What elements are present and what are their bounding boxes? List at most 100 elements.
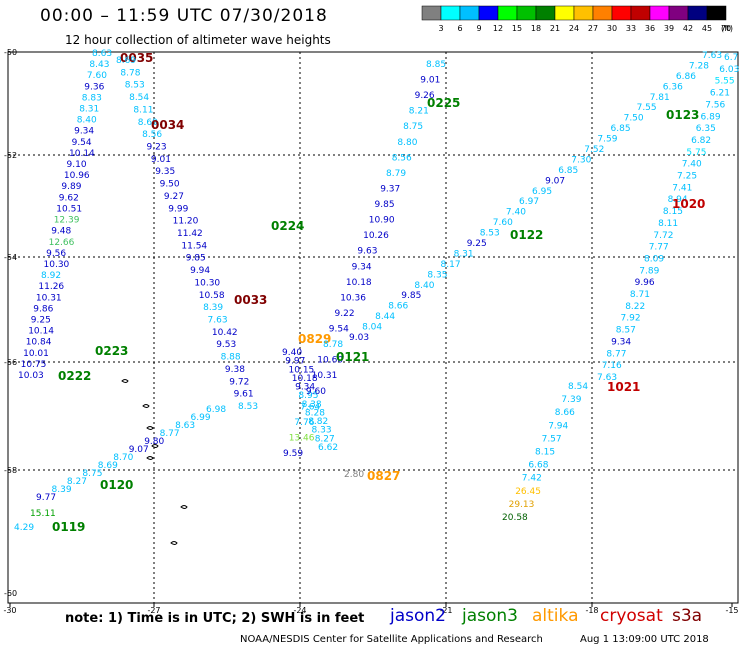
swh-value: 8.15 xyxy=(535,448,555,458)
swh-value: 8.40 xyxy=(77,116,97,126)
swh-value: 8.54 xyxy=(129,93,149,103)
swh-value: 8.78 xyxy=(323,340,343,350)
pass-time-label: 0829 xyxy=(298,332,331,346)
swh-value: 8.77 xyxy=(606,349,626,359)
swh-value: 8.75 xyxy=(403,122,423,132)
swh-value: 8.63 xyxy=(92,49,112,59)
swh-value: 10.58 xyxy=(199,291,225,301)
swh-value: 7.60 xyxy=(87,71,107,81)
swh-value: 15.11 xyxy=(30,509,56,519)
swh-value: 9.48 xyxy=(51,227,71,237)
colorbar-swatch xyxy=(649,5,670,21)
swh-value: 9.23 xyxy=(147,143,167,153)
swh-value: 8.31 xyxy=(454,249,474,259)
swh-value: 7.59 xyxy=(597,135,617,145)
swh-value: 9.35 xyxy=(155,167,175,177)
pass-time-label: 0033 xyxy=(234,293,267,307)
swh-value: 5.75 xyxy=(686,148,706,158)
graticule xyxy=(8,52,738,603)
swh-value: 7.55 xyxy=(637,103,657,113)
swh-value: 12.66 xyxy=(49,238,75,248)
colorbar-swatch xyxy=(706,5,727,21)
colorbar-label: 33 xyxy=(626,24,636,33)
swh-value: 9.50 xyxy=(160,180,180,190)
swh-value: 7.41 xyxy=(672,183,692,193)
swh-value: 6.62 xyxy=(318,443,338,453)
swh-value: 8.80 xyxy=(397,138,417,148)
swh-value: 6.85 xyxy=(558,166,578,176)
satellite-legend-item: jason2 xyxy=(390,606,446,626)
swh-value: 7.77 xyxy=(649,243,669,253)
swh-value: 8.56 xyxy=(142,130,162,140)
swh-value: 8.94 xyxy=(668,195,688,205)
swh-value: 8.88 xyxy=(221,353,241,363)
swh-value: 9.27 xyxy=(164,192,184,202)
swh-value: 5.55 xyxy=(715,77,735,87)
swh-value: 7.92 xyxy=(621,314,641,324)
swh-value: 9.97 xyxy=(285,357,305,367)
swh-value: 10.90 xyxy=(369,216,395,226)
lat-label: -52 xyxy=(4,151,17,160)
colorbar-swatch xyxy=(421,5,442,21)
swh-value: 6.68 xyxy=(528,461,548,471)
swh-value: 7.64 xyxy=(300,402,320,412)
swh-value: 9.40 xyxy=(282,348,302,358)
swh-value: 7.63 xyxy=(702,51,722,61)
swh-value: 7.76 xyxy=(294,418,314,428)
swh-value: 12.39 xyxy=(54,216,80,226)
swh-value: 6.98 xyxy=(206,405,226,415)
credit-line: NOAA/NESDIS Center for Satellite Applica… xyxy=(240,634,543,645)
swh-value: 8.70 xyxy=(113,453,133,463)
swh-value: 7.94 xyxy=(548,421,568,431)
lon-label: -24 xyxy=(293,606,306,615)
swh-value: 8.66 xyxy=(555,408,575,418)
swh-value: 9.03 xyxy=(349,333,369,343)
map-subtitle: 12 hour collection of altimeter wave hei… xyxy=(65,33,331,47)
generated-timestamp: Aug 1 13:09:00 UTC 2018 xyxy=(580,634,709,645)
swh-value: 8.11 xyxy=(658,219,678,229)
colorbar-swatch xyxy=(630,5,651,21)
islands xyxy=(121,379,188,545)
swh-value: 9.85 xyxy=(186,254,206,264)
lon-label: -21 xyxy=(439,606,452,615)
swh-value: 8.79 xyxy=(386,169,406,179)
pass-time-label: 0224 xyxy=(271,219,304,233)
swh-value: 7.56 xyxy=(705,100,725,110)
swh-value: 9.86 xyxy=(33,304,53,314)
colorbar-label: 45 xyxy=(702,24,712,33)
swh-value: 10.31 xyxy=(36,293,62,303)
pass-time-label: 0222 xyxy=(58,369,91,383)
swh-value: 7.16 xyxy=(602,361,622,371)
swh-value: 10.01 xyxy=(23,349,49,359)
swh-value: 8.77 xyxy=(160,429,180,439)
swh-value: 9.63 xyxy=(357,247,377,257)
swh-value: 8.11 xyxy=(133,105,153,115)
swh-value: 10.36 xyxy=(340,293,366,303)
colorbar-label: 27 xyxy=(588,24,598,33)
island-outline xyxy=(121,379,129,383)
lat-label: -56 xyxy=(4,358,17,367)
axis-ticks: -30 -27 -24 -21 -18 -15 -50 -52 -54 -56 -58 -60 xyxy=(3,48,738,615)
swh-value: 6.89 xyxy=(701,112,721,122)
swh-value: 9.01 xyxy=(151,155,171,165)
colorbar-label: 6 xyxy=(457,24,462,33)
lat-label: -54 xyxy=(4,253,17,262)
pass-time-label: 1020 xyxy=(672,197,705,211)
pass-time-label: 0120 xyxy=(100,478,133,492)
swh-value: 9.53 xyxy=(216,340,236,350)
swh-value: 8.22 xyxy=(625,302,645,312)
colorbar-label: 70 xyxy=(721,24,731,33)
pass-time-label: 0035 xyxy=(120,51,153,65)
swh-value: 8.15 xyxy=(663,207,683,217)
swh-value: 8.09 xyxy=(644,255,664,265)
swh-value: 10.30 xyxy=(44,260,70,270)
swh-value: 7.52 xyxy=(584,145,604,155)
island-outline xyxy=(142,404,150,408)
swh-value: 7.42 xyxy=(522,474,542,484)
swh-value: 10.03 xyxy=(18,371,44,381)
swh-value: 9.56 xyxy=(46,249,66,259)
swh-value: 7.50 xyxy=(624,114,644,124)
swh-value: 9.26 xyxy=(415,91,435,101)
swh-value: 10.18 xyxy=(346,278,372,288)
swh-value: 7.72 xyxy=(653,231,673,241)
